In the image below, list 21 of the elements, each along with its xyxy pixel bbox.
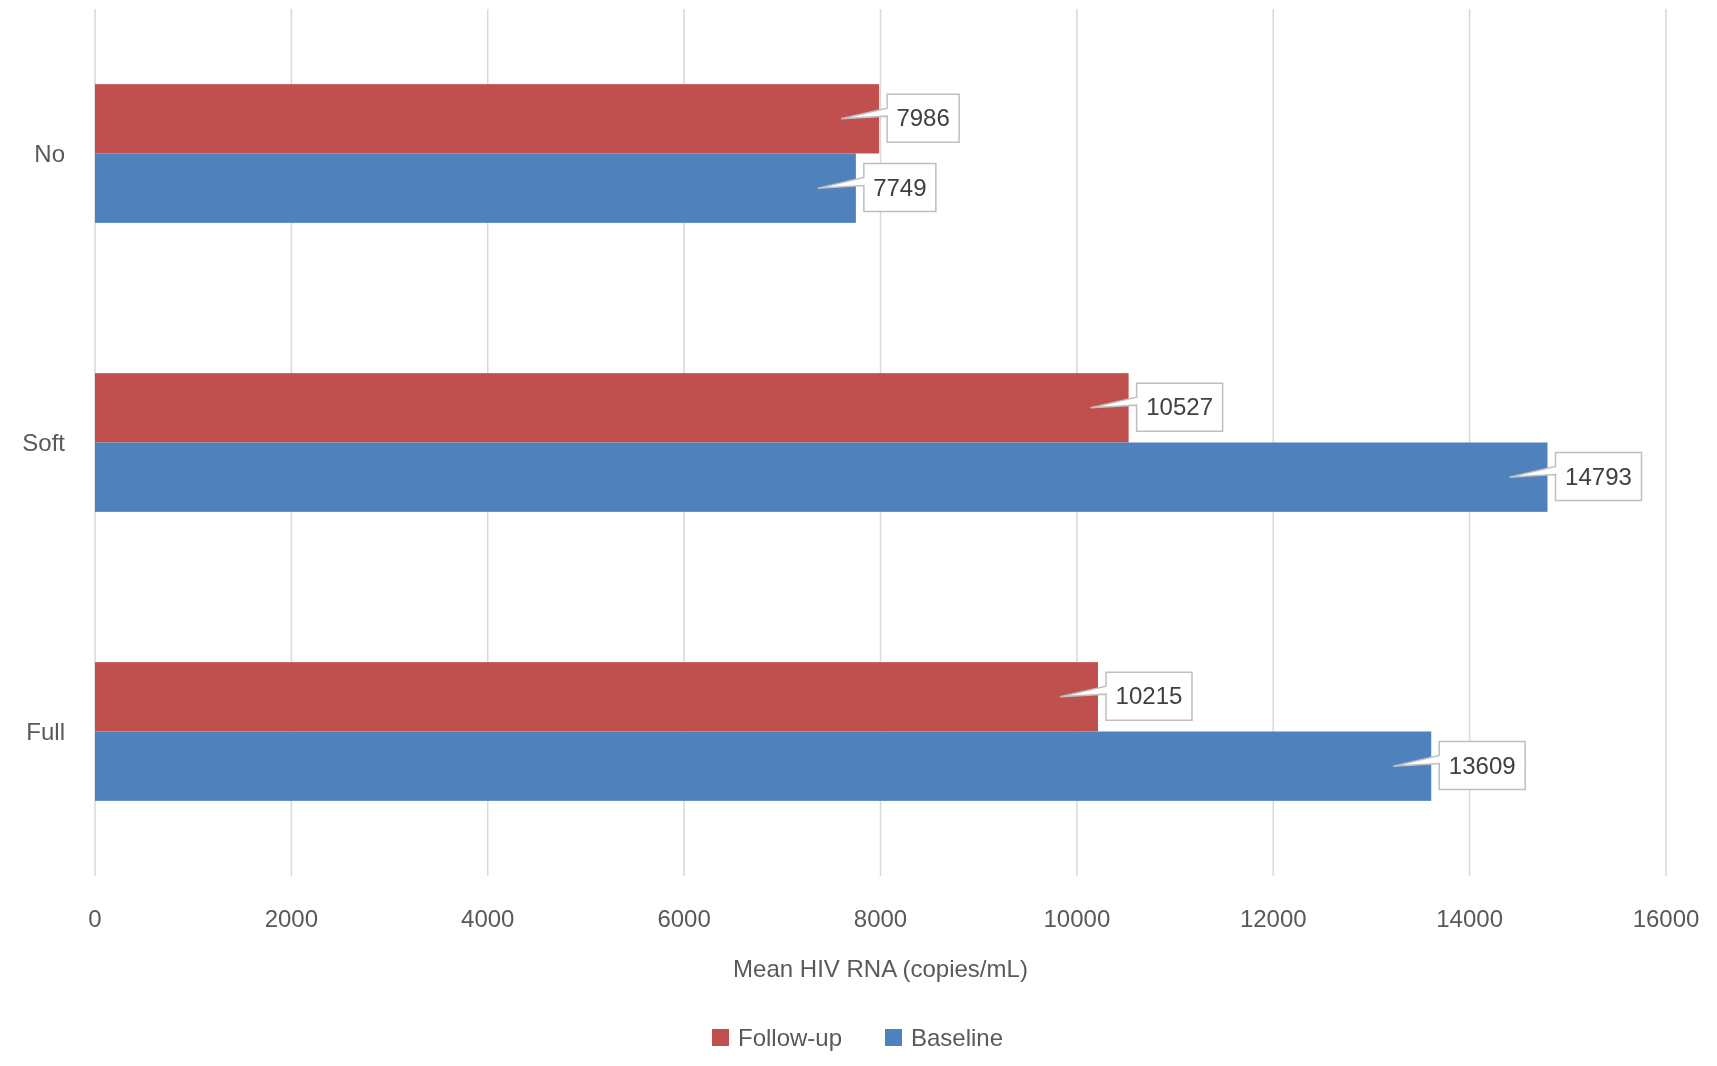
x-axis-title: Mean HIV RNA (copies/mL) <box>733 955 1028 982</box>
legend-label: Baseline <box>911 1024 1004 1051</box>
x-tick-label: 14000 <box>1436 905 1503 932</box>
y-tick-label: No <box>34 139 65 167</box>
x-tick-label: 6000 <box>657 905 711 932</box>
y-tick-label: Full <box>26 717 65 745</box>
legend-label: Follow-up <box>738 1024 843 1051</box>
x-tick-label: 10000 <box>1043 905 1111 932</box>
y-tick-label: Soft <box>22 428 66 456</box>
data-label: 7749 <box>873 173 927 201</box>
x-tick-label: 0 <box>88 905 102 932</box>
data-label: 10527 <box>1146 393 1213 421</box>
data-label: 14793 <box>1565 462 1632 490</box>
x-tick-label: 16000 <box>1632 905 1700 932</box>
data-label: 13609 <box>1448 751 1516 779</box>
x-tick-label: 2000 <box>264 905 319 932</box>
x-tick-label: 12000 <box>1239 905 1307 932</box>
data-label: 7986 <box>896 104 950 132</box>
x-tick-label: 8000 <box>853 905 908 932</box>
data-label: 10215 <box>1115 682 1183 710</box>
x-tick-label: 4000 <box>461 905 515 932</box>
